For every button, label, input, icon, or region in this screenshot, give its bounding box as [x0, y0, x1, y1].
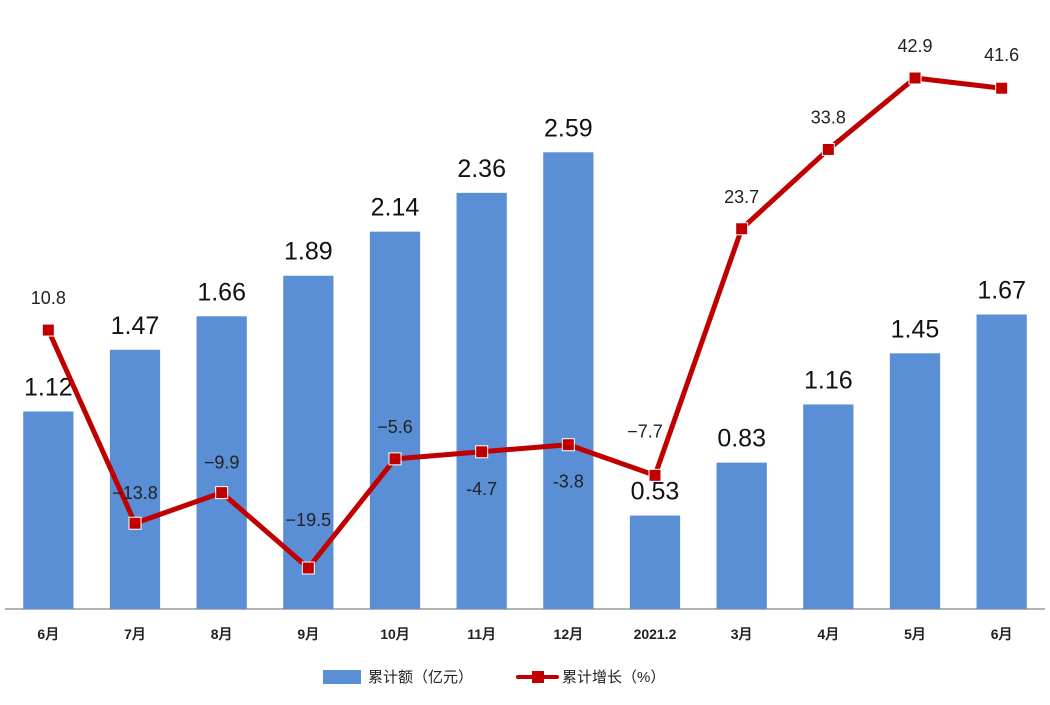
bar-value-label-6: 2.59	[544, 114, 593, 142]
growth-value-label-11: 41.6	[984, 45, 1019, 65]
x-tick-label-0: 6月	[37, 626, 59, 642]
bar-value-label-11: 1.67	[977, 277, 1026, 305]
growth-marker-10	[908, 71, 922, 85]
growth-marker-3	[301, 561, 315, 575]
legend-bar-swatch	[323, 670, 361, 684]
x-tick-label-5: 11月	[467, 626, 496, 642]
growth-marker-8	[735, 222, 749, 236]
growth-marker-4	[388, 452, 402, 466]
bar-value-label-7: 0.53	[631, 478, 680, 506]
bars-group: 1.12 1.47 1.66 1.89 2.14 2.36 2.59 0.53 0.83 1.16…	[23, 114, 1027, 609]
x-tick-label-6: 12月	[554, 626, 584, 642]
bar-value-label-2: 1.66	[197, 278, 246, 306]
bar-value-label-10: 1.45	[891, 315, 940, 343]
growth-value-label-3: −19.5	[286, 510, 332, 530]
growth-value-label-2: −9.9	[204, 453, 240, 473]
legend-line-marker	[532, 671, 544, 683]
growth-value-label-10: 42.9	[897, 36, 932, 56]
legend-bar-label: 累计额（亿元）	[368, 669, 473, 686]
bar-1	[109, 349, 161, 609]
x-tick-label-8: 3月	[731, 626, 753, 642]
x-tick-label-11: 6月	[991, 626, 1013, 642]
chart-legend: 累计额（亿元） 累计增长（%）	[323, 669, 665, 686]
bar-11	[976, 314, 1027, 609]
growth-labels: 10.8 −13.8 −9.9 −19.5 −5.6 -4.7 -3.8 −7.7 23.7 33…	[31, 36, 1019, 530]
bar-value-label-4: 2.14	[371, 194, 420, 222]
growth-value-label-1: −13.8	[112, 483, 158, 503]
growth-value-label-5: -4.7	[466, 479, 497, 499]
bar-value-label-9: 1.16	[804, 366, 853, 394]
growth-marker-1	[128, 516, 142, 530]
x-tick-label-4: 10月	[380, 626, 410, 642]
growth-marker-9	[821, 142, 835, 156]
growth-marker-6	[561, 438, 575, 452]
growth-line	[45, 75, 1005, 571]
growth-value-label-9: 33.8	[811, 107, 846, 127]
growth-value-label-8: 23.7	[724, 187, 759, 207]
growth-value-label-7: −7.7	[627, 421, 663, 441]
growth-marker-2	[215, 486, 229, 500]
growth-markers	[41, 71, 1009, 575]
bar-0	[23, 411, 74, 609]
growth-value-label-6: -3.8	[553, 472, 584, 492]
bar-5	[456, 192, 507, 609]
growth-value-label-0: 10.8	[31, 288, 66, 308]
x-tick-label-1: 7月	[124, 626, 146, 642]
bar-value-label-8: 0.83	[717, 425, 766, 453]
growth-marker-11	[995, 81, 1009, 95]
x-tick-label-7: 2021.2	[634, 626, 677, 642]
growth-marker-0	[41, 323, 55, 337]
bar-10	[889, 353, 941, 609]
bar-3	[283, 275, 334, 609]
bar-6	[543, 152, 594, 609]
bar-value-label-1: 1.47	[111, 312, 160, 340]
growth-marker-7	[648, 468, 662, 482]
bar-value-label-5: 2.36	[457, 155, 506, 183]
bar-9	[803, 404, 854, 609]
bar-value-label-3: 1.89	[284, 238, 333, 266]
x-tick-label-3: 9月	[297, 626, 319, 642]
bar-4	[369, 231, 421, 609]
bar-value-label-0: 1.12	[24, 374, 73, 402]
x-axis-ticks: 6月 7月 8月 9月 10月 11月 12月 2021.2 3月 4月 5月 6月	[37, 626, 1012, 642]
x-tick-label-10: 5月	[904, 626, 926, 642]
bar-2	[196, 316, 247, 609]
growth-value-label-4: −5.6	[377, 417, 413, 437]
bar-8	[716, 462, 767, 609]
x-tick-label-9: 4月	[817, 626, 839, 642]
legend-line-label: 累计增长（%）	[562, 669, 665, 686]
growth-marker-5	[475, 445, 489, 459]
bar-7	[629, 515, 681, 609]
x-tick-label-2: 8月	[211, 626, 233, 642]
